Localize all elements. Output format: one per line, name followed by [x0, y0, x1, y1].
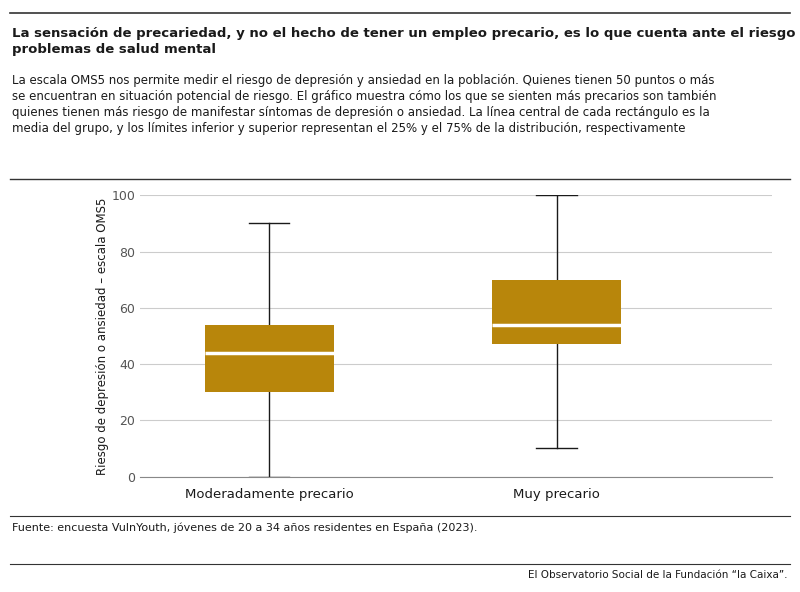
Bar: [492, 280, 621, 345]
Bar: [205, 324, 334, 392]
Text: La sensación de precariedad, y no el hecho de tener un empleo precario, es lo qu: La sensación de precariedad, y no el hec…: [12, 27, 800, 56]
Text: La escala OMS5 nos permite medir el riesgo de depresión y ansiedad en la poblaci: La escala OMS5 nos permite medir el ries…: [12, 74, 717, 135]
Text: El Observatorio Social de la Fundación “la Caixa”.: El Observatorio Social de la Fundación “…: [529, 570, 788, 580]
Text: Fuente: encuesta VulnYouth, jóvenes de 20 a 34 años residentes en España (2023).: Fuente: encuesta VulnYouth, jóvenes de 2…: [12, 522, 478, 533]
Y-axis label: Riesgo de depresión o ansiedad – escala OMS5: Riesgo de depresión o ansiedad – escala …: [97, 197, 110, 475]
